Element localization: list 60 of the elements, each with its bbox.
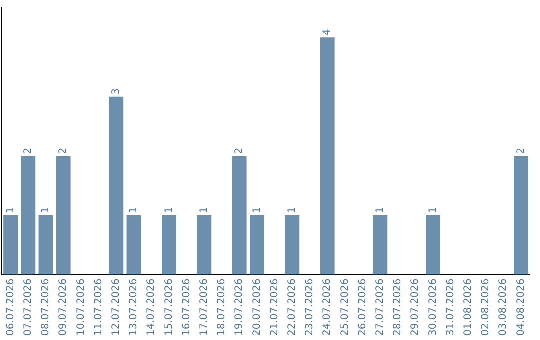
x-tick-label: 01.08.2026 <box>462 278 474 336</box>
bar <box>109 96 124 275</box>
x-tick-label: 15.07.2026 <box>164 278 175 336</box>
x-tick-label: 23.07.2026 <box>304 278 316 336</box>
data-label: 2 <box>516 148 527 154</box>
data-label: 4 <box>322 29 334 36</box>
x-tick-label: 04.08.2026 <box>516 278 527 336</box>
bar <box>4 215 18 275</box>
bar <box>197 215 212 275</box>
x-tick-label: 12.07.2026 <box>110 278 122 336</box>
x-tick-label: 16.07.2026 <box>181 278 192 336</box>
data-label: 1 <box>428 207 439 214</box>
x-tick-label: 10.07.2026 <box>76 278 87 336</box>
x-tick-label: 26.07.2026 <box>357 278 368 336</box>
bar <box>126 215 142 275</box>
data-label: 1 <box>40 207 52 214</box>
bar <box>373 215 388 275</box>
data-label: 2 <box>58 148 70 154</box>
bar <box>232 156 247 275</box>
x-tick-label: 19.07.2026 <box>234 278 246 336</box>
bar <box>38 215 54 275</box>
bar <box>21 156 36 275</box>
x-tick-label: 24.07.2026 <box>322 278 334 336</box>
data-label: 1 <box>286 207 298 214</box>
x-tick-label: 11.07.2026 <box>93 278 104 336</box>
x-tick-label: 22.07.2026 <box>286 278 298 336</box>
x-tick-label: 20.07.2026 <box>252 278 263 336</box>
bar <box>320 38 335 275</box>
x-tick-label: 27.07.2026 <box>374 278 386 336</box>
x-tick-label: 14.07.2026 <box>146 278 158 336</box>
x-tick-label: 21.07.2026 <box>269 278 280 336</box>
x-tick-label: 07.07.2026 <box>22 278 34 336</box>
bar <box>162 215 176 275</box>
data-label: 1 <box>128 207 140 214</box>
x-tick-label: 31.07.2026 <box>445 278 456 336</box>
data-label: 2 <box>22 148 34 154</box>
data-label: 1 <box>252 207 263 214</box>
bar <box>56 156 71 275</box>
data-label: 2 <box>234 148 246 154</box>
x-tick-label: 30.07.2026 <box>428 278 439 336</box>
bar <box>514 156 528 275</box>
x-tick-label: 02.08.2026 <box>480 278 492 336</box>
x-tick-label: 28.07.2026 <box>392 278 404 336</box>
x-tick-label: 09.07.2026 <box>58 278 70 336</box>
data-label: 3 <box>110 88 122 95</box>
x-tick-label: 17.07.2026 <box>198 278 210 336</box>
bar <box>250 215 264 275</box>
data-label: 1 <box>164 207 175 214</box>
bar <box>426 215 440 275</box>
data-label: 1 <box>5 207 16 214</box>
x-tick-label: 03.08.2026 <box>498 278 510 336</box>
x-tick-label: 08.07.2026 <box>40 278 52 336</box>
x-tick-label: 06.07.2026 <box>5 278 16 336</box>
x-tick-label: 18.07.2026 <box>216 278 228 336</box>
data-label: 1 <box>198 207 210 214</box>
data-label: 1 <box>374 207 386 214</box>
x-tick-label: 13.07.2026 <box>128 278 140 336</box>
x-tick-label: 25.07.2026 <box>340 278 351 336</box>
x-tick-label: 29.07.2026 <box>410 278 422 336</box>
bar <box>285 215 300 275</box>
